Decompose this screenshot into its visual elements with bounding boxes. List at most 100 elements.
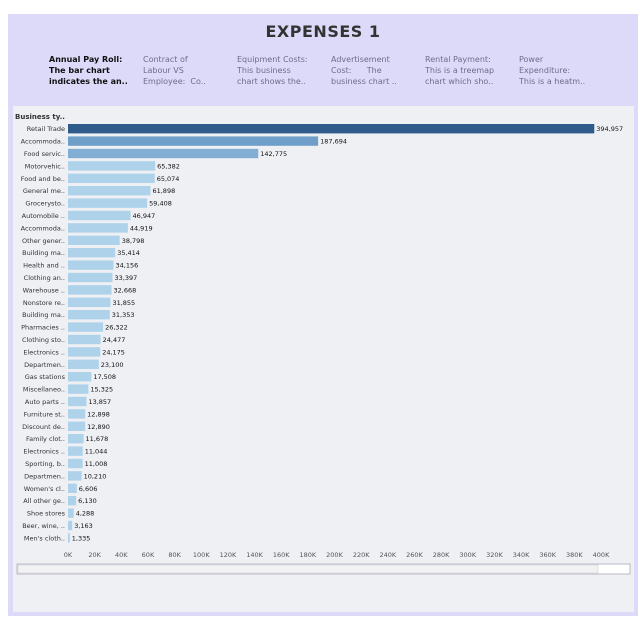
bar-value-label: 24,477	[103, 336, 126, 344]
bar-value-label: 6,606	[79, 485, 98, 493]
bar-value-label: 11,044	[85, 448, 108, 456]
bar-value-label: 31,353	[112, 311, 135, 319]
bar[interactable]	[68, 334, 101, 345]
category-label: Automobile ..	[22, 212, 65, 220]
bar[interactable]	[68, 396, 87, 407]
story-tabs: Annual Pay Roll: The bar chart indicates…	[8, 54, 638, 94]
bar[interactable]	[68, 359, 99, 369]
bar[interactable]	[68, 471, 82, 481]
category-label: General me..	[23, 187, 65, 195]
bar[interactable]	[68, 533, 70, 543]
bar[interactable]	[68, 198, 148, 208]
category-label: Pharmacies ..	[21, 324, 65, 332]
tab-rental-payment[interactable]: Rental Payment: This is a treemap chart …	[425, 55, 495, 86]
bar[interactable]	[68, 520, 73, 531]
category-label: Electronics ..	[23, 348, 65, 356]
tab-advertisement-cost[interactable]: Advertisement Cost: The business chart .…	[331, 55, 397, 86]
category-label: Gas stations	[25, 373, 66, 381]
category-label: Clothing an..	[24, 274, 65, 282]
category-label: Building ma..	[22, 249, 65, 257]
tab-equipment-costs[interactable]: Equipment Costs: This business chart sho…	[237, 55, 308, 86]
bar-value-label: 4,288	[76, 510, 95, 518]
category-label: Miscellaneo..	[23, 386, 65, 394]
category-label: Shoe stores	[27, 510, 66, 518]
category-label: Warehouse ..	[23, 286, 65, 294]
x-tick-label: 320K	[486, 551, 503, 559]
bar[interactable]	[68, 148, 259, 159]
bar-value-label: 38,798	[122, 237, 145, 245]
bar[interactable]	[68, 186, 151, 196]
category-label: Sporting, b..	[25, 460, 65, 468]
bar-value-label: 1,335	[72, 534, 91, 542]
x-tick-label: 140K	[246, 551, 263, 559]
dashboard-frame: EXPENSES 1 Annual Pay Roll: The bar char…	[8, 14, 638, 616]
category-label: Family clot..	[26, 435, 65, 443]
bar[interactable]	[68, 285, 112, 295]
category-label: Women's cl..	[24, 485, 65, 493]
tab-annual-pay-roll[interactable]: Annual Pay Roll: The bar chart indicates…	[49, 55, 128, 86]
bar[interactable]	[68, 496, 77, 506]
bar[interactable]	[68, 210, 131, 221]
bar-value-label: 17,508	[93, 373, 116, 381]
scrollbar-thumb[interactable]	[17, 564, 599, 574]
bar[interactable]	[68, 434, 84, 444]
category-header: Business ty..	[15, 113, 65, 121]
category-label: All other ge..	[23, 497, 65, 505]
bar[interactable]	[68, 272, 113, 283]
bar-value-label: 6,130	[78, 497, 97, 505]
category-label: Nonstore re..	[23, 299, 65, 307]
bar[interactable]	[68, 248, 116, 258]
bar[interactable]	[68, 372, 92, 382]
bar-value-label: 10,210	[84, 472, 107, 480]
bar[interactable]	[68, 223, 128, 233]
x-tick-label: 280K	[433, 551, 450, 559]
bar[interactable]	[68, 483, 77, 493]
bar-value-label: 59,408	[149, 200, 172, 208]
bar[interactable]	[68, 173, 155, 183]
bar[interactable]	[68, 322, 104, 332]
bar[interactable]	[68, 260, 114, 270]
category-label: Accommoda..	[21, 224, 65, 232]
x-tick-label: 20K	[88, 551, 101, 559]
category-label: Auto parts ..	[25, 398, 65, 406]
bar-value-label: 13,857	[88, 398, 111, 406]
category-label: Accommoda..	[21, 138, 65, 146]
category-label: Electronics ..	[23, 448, 65, 456]
bar[interactable]	[68, 384, 89, 394]
category-label: Other gener..	[22, 237, 65, 245]
tab-power-expenditure[interactable]: Power Expenditure: This is a heatm..	[519, 55, 586, 86]
bar[interactable]	[68, 124, 595, 134]
bar[interactable]	[68, 421, 86, 431]
bar[interactable]	[68, 310, 110, 320]
bar-value-label: 142,775	[260, 150, 287, 158]
bar-value-label: 12,898	[87, 410, 110, 418]
bar[interactable]	[68, 409, 86, 419]
x-tick-label: 240K	[379, 551, 396, 559]
bar[interactable]	[68, 347, 101, 357]
bar[interactable]	[68, 458, 83, 469]
bar[interactable]	[68, 297, 111, 307]
bar[interactable]	[68, 161, 156, 171]
bar[interactable]	[68, 446, 83, 456]
bar[interactable]	[68, 136, 319, 146]
bar-value-label: 31,855	[112, 299, 135, 307]
bar-value-label: 11,678	[86, 435, 109, 443]
x-tick-label: 100K	[193, 551, 210, 559]
x-tick-label: 0K	[64, 551, 73, 559]
tab-contract-of-labour[interactable]: Contract of Labour VS Employee: Co..	[143, 55, 206, 86]
x-tick-label: 80K	[168, 551, 181, 559]
category-label: Clothing sto..	[22, 336, 65, 344]
category-label: Furniture st..	[24, 410, 65, 418]
bar-value-label: 187,694	[320, 138, 347, 146]
bar[interactable]	[68, 235, 120, 245]
bar-value-label: 65,382	[157, 162, 180, 170]
category-label: Men's cloth..	[24, 534, 65, 542]
category-label: Food servic..	[24, 150, 65, 158]
category-label: Discount de..	[22, 423, 65, 431]
bar-value-label: 15,325	[90, 386, 113, 394]
category-label: Health and ..	[23, 262, 65, 270]
category-label: Beer, wine, ..	[22, 522, 65, 530]
bar-value-label: 34,156	[116, 262, 139, 270]
bar[interactable]	[68, 508, 74, 518]
bar-value-label: 32,668	[114, 286, 137, 294]
